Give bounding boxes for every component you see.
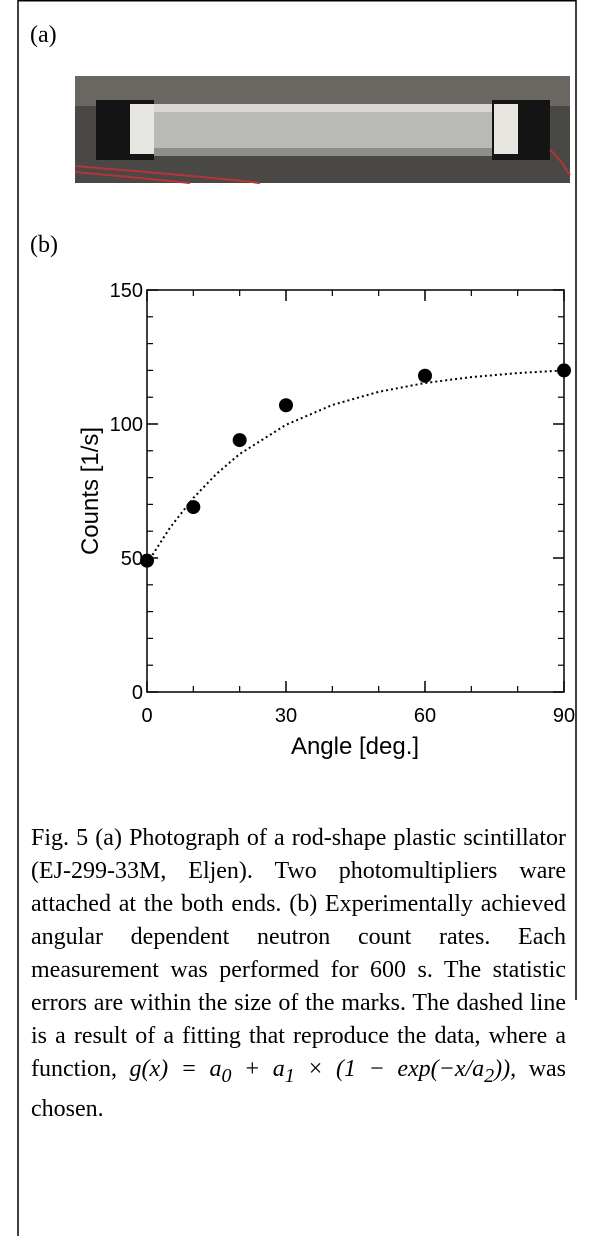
y-tick-label: 100 <box>110 414 143 436</box>
x-tick-label: 90 <box>553 705 575 727</box>
y-tick-label: 150 <box>110 280 143 302</box>
data-point <box>140 553 154 568</box>
data-point <box>279 398 293 413</box>
photograph <box>74 76 571 184</box>
caption: Fig. 5 (a) Photograph of a rod-shape pla… <box>31 822 566 1126</box>
x-tick-label: 30 <box>275 705 297 727</box>
x-tick-label: 0 <box>141 705 152 727</box>
data-point <box>186 500 201 515</box>
y-axis-title: Counts [1/s] <box>77 427 104 555</box>
plot-area: 0 30 60 90 0 50 100 150 <box>110 280 576 727</box>
formula-part: )), <box>494 1056 517 1082</box>
caption-text: was chosen. <box>31 1056 567 1122</box>
formula-part: + a <box>231 1056 285 1082</box>
formula-part: 0 <box>221 1064 232 1087</box>
fit-line <box>146 369 565 564</box>
x-axis-title: Angle [deg.] <box>291 733 419 760</box>
plot-frame <box>146 289 565 693</box>
data-point <box>232 433 247 448</box>
formula-part: g(x) = a <box>129 1056 222 1082</box>
formula-part: 2 <box>484 1064 495 1087</box>
formula-part: 1 <box>284 1064 295 1087</box>
formula: g(x) = a0 + a1 × (1 − exp(−x/a2)), <box>129 1056 517 1087</box>
panel-label: (a) <box>30 22 57 48</box>
panel-label: (b) <box>30 232 58 258</box>
y-tick-label: 0 <box>132 682 143 704</box>
caption-text: Fig. 5 (a) Photograph of a rod-shape pla… <box>31 825 566 1082</box>
formula-part: × (1 − exp(−x/a <box>294 1056 485 1082</box>
data-point <box>418 368 432 383</box>
y-tick-label: 50 <box>121 548 143 570</box>
x-tick-label: 60 <box>414 705 436 727</box>
data-point <box>557 363 571 378</box>
